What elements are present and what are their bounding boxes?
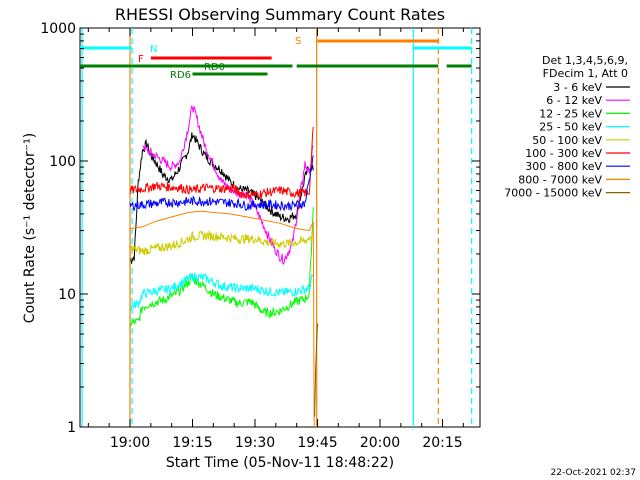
legend-header-line: FDecim 1, Att 0 — [543, 67, 628, 80]
attenuator-bar-label: RD0 — [204, 62, 225, 73]
x-tick-label: 19:30 — [235, 435, 275, 451]
x-axis-label: Start Time (05-Nov-11 18:48:22) — [166, 455, 394, 471]
y-tick-label: 10 — [58, 287, 76, 303]
series-line — [129, 126, 314, 200]
series-line — [129, 272, 314, 311]
x-tick-label: 20:00 — [360, 435, 400, 451]
plot-frame — [79, 27, 481, 428]
attenuator-bar-label: N — [150, 44, 157, 55]
attenuator-bars: NF S RD0 RD6 — [80, 36, 472, 81]
attenuator-bar-label: RD6 — [170, 70, 191, 81]
chart-title: RHESSI Observing Summary Count Rates — [115, 5, 445, 24]
series-line — [129, 155, 314, 212]
x-tick-label: 19:00 — [110, 435, 150, 451]
x-tick-label: 19:45 — [297, 435, 337, 451]
x-tick-label: 19:15 — [172, 435, 212, 451]
series-line — [129, 132, 314, 265]
series-line — [314, 323, 318, 417]
legend-entry-label: 6 - 12 keV — [546, 94, 602, 107]
series-line — [129, 229, 314, 256]
legend-entry-label: 300 - 800 keV — [525, 160, 602, 173]
legend-entry-label: 3 - 6 keV — [553, 81, 602, 94]
series-line — [129, 207, 314, 328]
legend-entry-label: 7000 - 15000 keV — [504, 187, 602, 200]
legend-entry-label: 800 - 7000 keV — [518, 173, 602, 186]
y-tick-label: 100 — [49, 154, 76, 170]
legend: Det 1,3,4,5,6,9,FDecim 1, Att 03 - 6 keV… — [504, 54, 630, 200]
axes: 1 10 100 1000 19:00 19:15 19:30 19:45 20:00 20:15 — [40, 21, 480, 451]
legend-entry-label: 25 - 50 keV — [539, 121, 602, 134]
attenuator-bar-label: F — [138, 54, 144, 65]
legend-header-line: Det 1,3,4,5,6,9, — [542, 54, 628, 67]
y-tick-label: 1 — [67, 420, 76, 436]
legend-entry-label: 12 - 25 keV — [539, 107, 602, 120]
y-axis-label: Count Rate (s⁻¹ detector⁻¹) — [22, 133, 38, 323]
x-tick-label: 20:15 — [422, 435, 462, 451]
legend-entry-label: 100 - 300 keV — [525, 147, 602, 160]
y-tick-label: 1000 — [40, 21, 76, 37]
series-lines — [129, 105, 318, 428]
attenuator-bar-label: S — [295, 36, 301, 47]
timestamp: 22-Oct-2021 02:37 — [551, 468, 636, 478]
legend-entry-label: 50 - 100 keV — [532, 134, 602, 147]
series-line — [129, 210, 315, 428]
